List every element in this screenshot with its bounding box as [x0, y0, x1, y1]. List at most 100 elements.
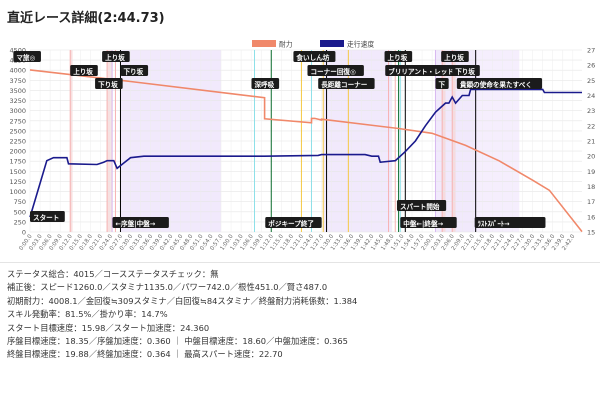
event-label-text: ブリリアント・レッド: [388, 67, 454, 76]
event-label: 上り坂: [384, 51, 413, 62]
event-label: スタート: [30, 211, 65, 222]
event-label-box: [95, 78, 123, 89]
event-label-text: 上り坂: [388, 53, 408, 62]
legend-item: 走行速度: [320, 40, 374, 49]
event-label: 深呼吸: [251, 78, 280, 89]
stats-adjusted: 補正後：スピード1260.0／スタミナ1135.0／パワー742.0／根性451…: [7, 282, 328, 293]
legend-swatch: [252, 40, 276, 47]
event-label-box: [400, 217, 457, 228]
stats-initial-stamina: 初期耐力：4008.1／金回復≒309スタミナ／白回復≒84スタミナ／終盤耐力消…: [7, 295, 358, 306]
event-label-box: [435, 78, 449, 89]
event-label: ポジキープ終了: [265, 217, 322, 228]
section-divider: [0, 262, 600, 263]
event-label-text: ﾗｽﾄｽﾊﾟｰﾄ→: [478, 219, 510, 228]
event-label: コーナー回復◎: [307, 65, 364, 76]
event-label-box: [120, 65, 149, 76]
event-label: ﾗｽﾄｽﾊﾟｰﾄ→: [474, 217, 546, 228]
event-label: 下: [435, 78, 449, 89]
event-label-text: 上り坂: [105, 53, 125, 62]
event-label-text: ポジキープ終了: [268, 219, 314, 228]
right-axis-tick-label: 27: [587, 47, 595, 55]
stats-total: ステータス総合：4015／コースステータスチェック：無: [7, 269, 219, 279]
left-axis-tick-label: 2500: [9, 127, 26, 135]
left-axis-tick-label: 4000: [9, 67, 26, 75]
event-label-box: [396, 200, 447, 211]
right-axis-tick-label: 20: [587, 153, 595, 161]
event-label: スパート開始: [396, 200, 447, 211]
left-axis-tick-label: 250: [14, 218, 26, 226]
event-label: ←序盤|中盤→: [112, 217, 169, 229]
event-label: 上り坂: [70, 65, 98, 76]
stamina-series-line: [29, 69, 583, 233]
right-axis-tick-label: 18: [587, 183, 595, 191]
left-axis-tick-label: 3000: [9, 107, 26, 115]
event-label-box: [13, 51, 41, 62]
event-label-box: [385, 65, 464, 76]
right-axis-tick-label: 26: [587, 62, 595, 70]
right-axis-tick-label: 25: [587, 77, 595, 85]
speed-series-line: [29, 88, 582, 218]
event-label-box: [452, 65, 480, 76]
event-label-text: 上り坂: [73, 67, 93, 76]
event-label-text: 深呼吸: [255, 80, 275, 89]
event-label-text: 上り坂: [444, 53, 464, 62]
left-axis-tick-label: 1750: [9, 158, 26, 166]
event-label: 下り坂: [452, 65, 480, 76]
event-label: 中盤←|終盤→: [400, 217, 457, 229]
legend-label: 耐力: [279, 40, 293, 49]
event-label: 食いしん坊: [293, 51, 336, 62]
left-axis-tick-label: 1000: [9, 188, 26, 196]
left-axis-tick-label: 2000: [9, 148, 26, 156]
left-axis-tick-label: 1500: [9, 168, 26, 176]
event-label-text: ←序盤|中盤→: [115, 219, 155, 229]
left-axis-tick-label: 3250: [9, 97, 26, 105]
event-label-box: [112, 217, 169, 228]
event-label-box: [307, 65, 364, 76]
left-axis-tick-label: 2750: [9, 117, 26, 125]
left-axis-tick-label: 3750: [9, 77, 26, 85]
event-label-text: スパート開始: [400, 202, 440, 211]
event-label-box: [474, 217, 546, 228]
event-label: 長距離コーナー: [318, 78, 375, 89]
right-axis-tick-label: 17: [587, 198, 595, 206]
event-label-box: [384, 51, 413, 62]
event-label-text: 下り坂: [455, 67, 475, 76]
event-label-text: 中盤←|終盤→: [403, 219, 443, 229]
event-label-box: [441, 51, 469, 62]
page-title: 直近レース詳細(2:44.73): [7, 11, 165, 26]
event-label: 貴顕の使命を果たすべく: [456, 78, 543, 89]
event-label: 上り坂: [441, 51, 469, 62]
legend-item: 耐力: [252, 40, 293, 49]
event-labels: スタート上り坂下り坂上り坂下り坂←序盤|中盤→深呼吸ポジキープ終了食いしん坊コー…: [13, 51, 546, 229]
left-axis-tick-label: 750: [14, 198, 26, 206]
right-axis-tick-label: 16: [587, 213, 595, 221]
event-label: 上り坂: [102, 51, 130, 62]
left-axis-tick-label: 2250: [9, 138, 26, 146]
event-label-text: 下り坂: [98, 80, 118, 89]
stats-late-speed: 終盤目標速度：19.88／終盤加速度：0.364 ｜ 最高スパート速度：22.7…: [7, 349, 283, 360]
right-axis-tick-label: 22: [587, 122, 595, 130]
event-label: ブリリアント・レッド: [385, 65, 464, 76]
event-label-box: [318, 78, 375, 89]
stats-skill-rate: スキル発動率：81.5%／掛かり率：14.7%: [7, 309, 168, 320]
chart-legend: 耐力 走行速度: [252, 40, 374, 49]
event-label: 下り坂: [120, 65, 149, 76]
event-label-box: [30, 211, 65, 222]
left-axis-tick-label: 0: [22, 229, 26, 237]
event-label-text: マ旅◎: [16, 53, 35, 62]
right-axis-tick-label: 15: [587, 229, 595, 237]
event-label-text: スタート: [33, 213, 59, 222]
stats-start-speed: スタート目標速度：15.98／スタート加速度：24.360: [7, 322, 210, 333]
event-label-box: [70, 65, 98, 76]
right-axis-tick-label: 19: [587, 168, 595, 176]
left-axis-tick-label: 1250: [9, 178, 26, 186]
event-label-box: [251, 78, 280, 89]
right-axis-tick-label: 21: [587, 138, 595, 146]
event-label-text: コーナー回復◎: [310, 67, 356, 76]
legend-label: 走行速度: [347, 40, 374, 49]
event-label-text: 長距離コーナー: [321, 80, 368, 89]
legend-swatch: [320, 40, 344, 47]
race-chart: 0 250 500 750 1000 1250 1500 1750 2000 2250 2500 27…: [9, 40, 595, 252]
right-axis-tick-label: 23: [587, 107, 595, 115]
right-axis-tick-label: 24: [587, 92, 595, 100]
